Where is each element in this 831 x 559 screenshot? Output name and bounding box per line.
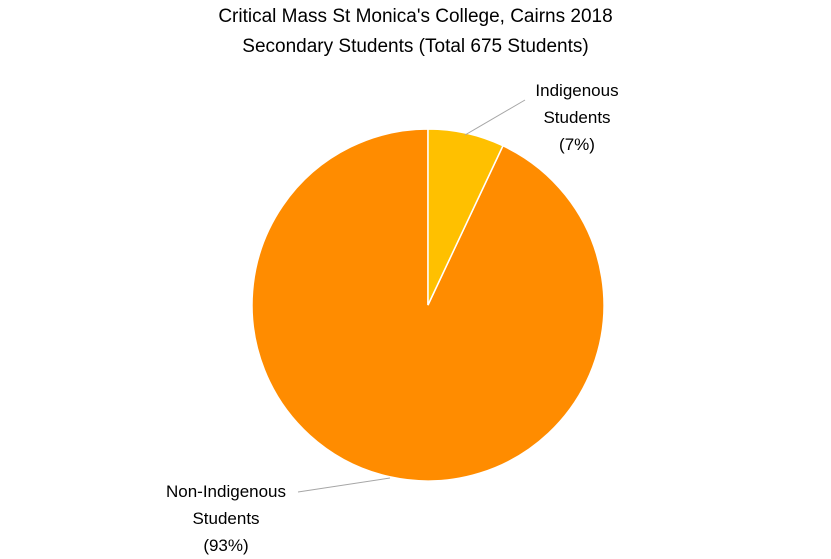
value-label: (7%) xyxy=(559,135,595,154)
chart-title: Critical Mass St Monica's College, Cairn… xyxy=(218,6,613,27)
pie-slice xyxy=(251,128,605,482)
data-label: Indigenous Students (7%) xyxy=(507,77,647,158)
category-label: Non-Indigenous Students xyxy=(165,482,287,528)
data-label: Non-Indigenous Students (93%) xyxy=(146,478,306,559)
value-label: (93%) xyxy=(203,536,249,555)
category-label: Indigenous Students xyxy=(535,81,619,127)
leader-line xyxy=(464,99,526,136)
chart-subtitle: Secondary Students (Total 675 Students) xyxy=(242,36,589,57)
leader-line xyxy=(297,477,391,493)
pie-slice xyxy=(427,128,504,306)
